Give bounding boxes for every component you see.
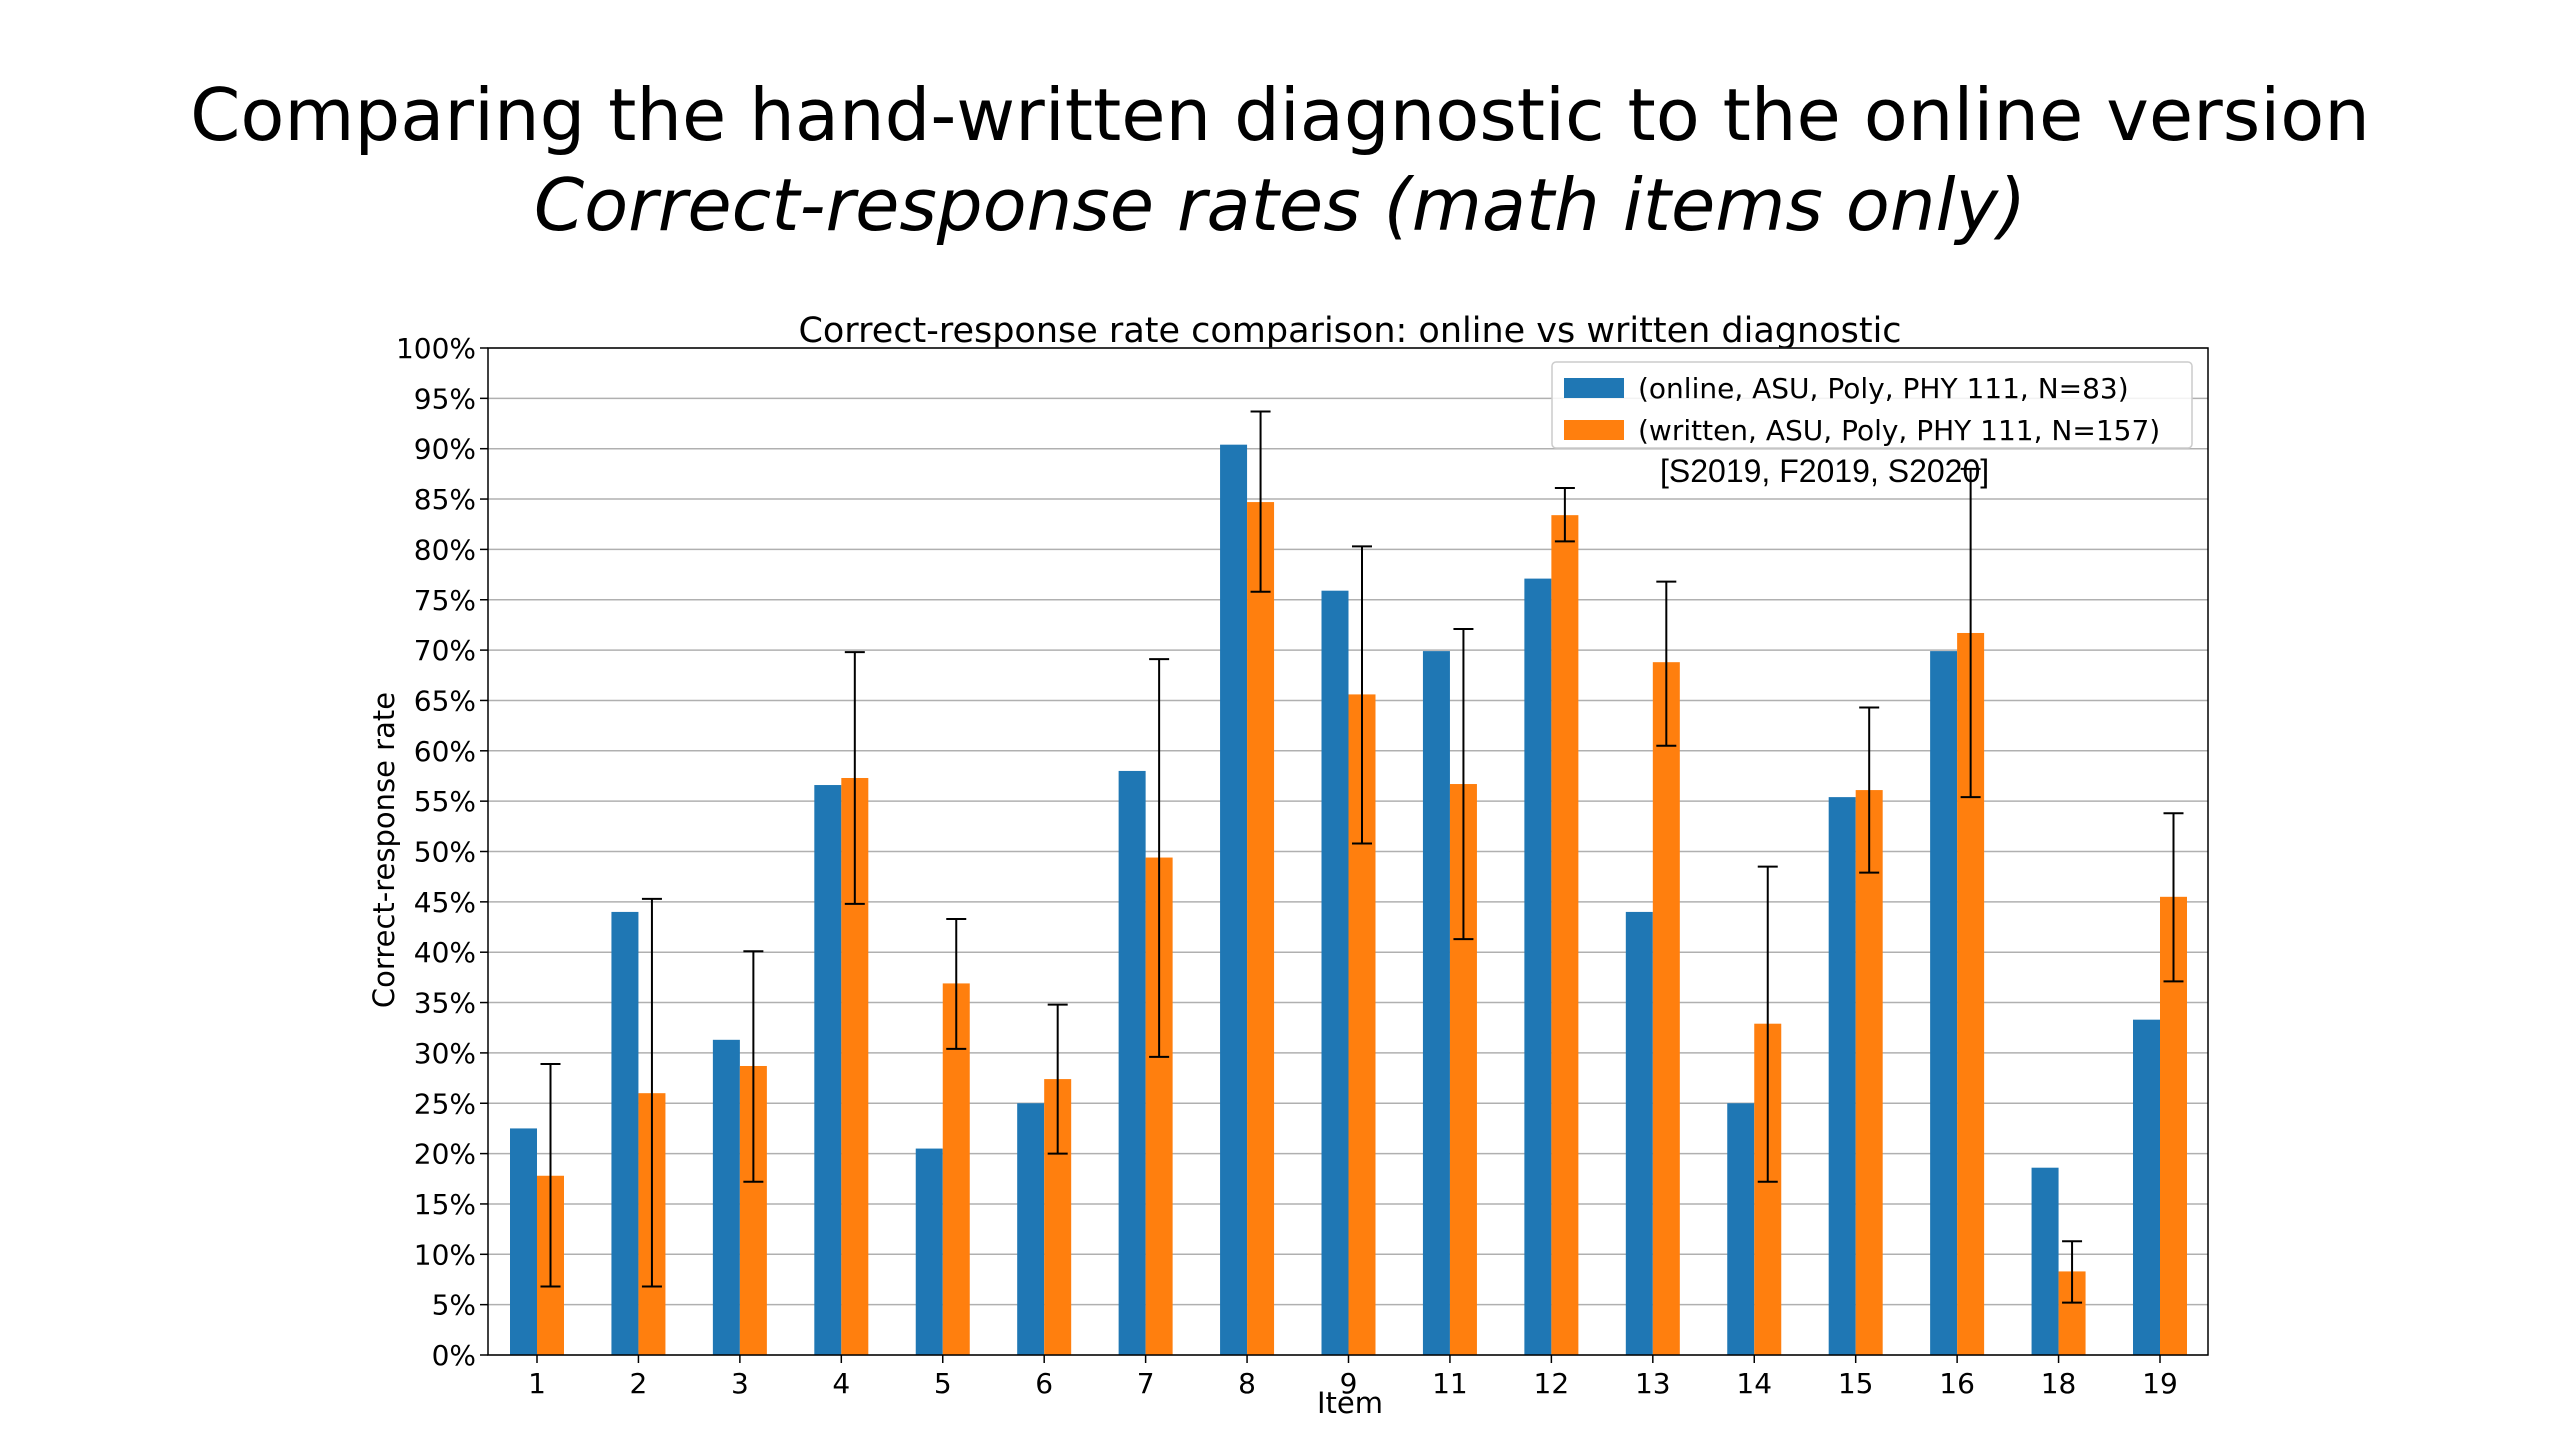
bar-online	[1828, 797, 1856, 1355]
y-tick-label: 0%	[432, 1339, 476, 1372]
bar-online	[1017, 1103, 1045, 1355]
legend-box	[1551, 361, 2193, 449]
bar-online	[1220, 444, 1248, 1355]
x-tick-label: 2	[630, 1367, 648, 1400]
y-tick-label: 15%	[414, 1188, 476, 1221]
x-tick-label: 19	[2142, 1367, 2178, 1400]
plot-frame	[487, 347, 2209, 1356]
x-tick-label: 14	[1736, 1367, 1772, 1400]
bar-online	[1625, 911, 1653, 1355]
y-tick-label: 20%	[414, 1138, 476, 1171]
bar-online	[1321, 590, 1349, 1355]
y-tick-label: 45%	[414, 886, 476, 919]
y-tick-label: 10%	[414, 1238, 476, 1271]
x-axis-label: Item	[1317, 1386, 1383, 1420]
x-tick-label: 8	[1238, 1367, 1256, 1400]
bar-online	[510, 1128, 537, 1355]
slide-title-line1: Comparing the hand-written diagnostic to…	[190, 73, 2370, 157]
x-tick-label: 5	[934, 1367, 952, 1400]
bar-written	[1247, 502, 1275, 1355]
plot-area: 0% 5% 10% 15% 20% 25% 30% 35% 40% 45% 50% 55% 60% 65%…	[396, 332, 2209, 1400]
slide-title: Comparing the hand-written diagnostic to…	[0, 70, 2560, 250]
slide-subtitle: Correct-response rates (math items only)	[533, 163, 2027, 247]
x-tick-label: 11	[1432, 1367, 1468, 1400]
y-tick-label: 65%	[414, 684, 476, 717]
x-tick-label: 13	[1635, 1367, 1671, 1400]
y-tick-label: 95%	[414, 382, 476, 415]
bar-written	[1652, 662, 1680, 1355]
bar-online	[2031, 1167, 2059, 1355]
x-tick-label: 7	[1137, 1367, 1155, 1400]
x-tick-label: 15	[1838, 1367, 1874, 1400]
y-tick-label: 85%	[414, 483, 476, 516]
bar-online	[915, 1148, 943, 1355]
y-tick-label: 35%	[414, 987, 476, 1020]
y-tick-label: 50%	[414, 836, 476, 869]
y-tick-label: 90%	[414, 433, 476, 466]
y-tick-label: 75%	[414, 584, 476, 617]
x-tick-label: 3	[731, 1367, 749, 1400]
bar-written	[1551, 515, 1579, 1355]
x-tick-label: 6	[1035, 1367, 1053, 1400]
legend-swatch-written	[1564, 420, 1624, 440]
x-tick-label: 18	[2041, 1367, 2077, 1400]
bar-online	[814, 785, 842, 1355]
y-tick-label: 55%	[414, 785, 476, 818]
semester-annotation: [S2019, F2019, S2020]	[1660, 453, 1989, 489]
x-tick-label: 12	[1534, 1367, 1570, 1400]
y-tick-label: 60%	[414, 735, 476, 768]
y-tick-label: 80%	[414, 533, 476, 566]
x-tick-label: 9	[1340, 1367, 1358, 1400]
y-axis-label: Correct-response rate	[367, 692, 401, 1008]
bar-online	[712, 1039, 740, 1355]
legend-swatch-online	[1564, 378, 1624, 398]
bar-online	[1118, 770, 1146, 1355]
x-tick-label: 4	[832, 1367, 850, 1400]
x-tick-label: 1	[528, 1367, 546, 1400]
bar-online	[1422, 651, 1450, 1355]
bar-online	[1727, 1103, 1755, 1355]
y-tick-label: 70%	[414, 634, 476, 667]
bar-online	[611, 911, 639, 1355]
y-tick-label: 100%	[396, 332, 476, 365]
y-tick-label: 30%	[414, 1037, 476, 1070]
bar-online	[2133, 1019, 2160, 1355]
legend-label-online: (online, ASU, Poly, PHY 111, N=83)	[1638, 372, 2129, 405]
chart-title: Correct-response rate comparison: online…	[798, 311, 1901, 351]
bar-online	[1930, 651, 1958, 1355]
x-tick-label: 16	[1939, 1367, 1975, 1400]
y-tick-label: 25%	[414, 1087, 476, 1120]
bar-written	[1855, 790, 1883, 1355]
y-tick-label: 5%	[432, 1289, 476, 1322]
y-tick-label: 40%	[414, 936, 476, 969]
bar-online	[1524, 578, 1552, 1355]
legend-label-written: (written, ASU, Poly, PHY 111, N=157)	[1638, 414, 2160, 447]
